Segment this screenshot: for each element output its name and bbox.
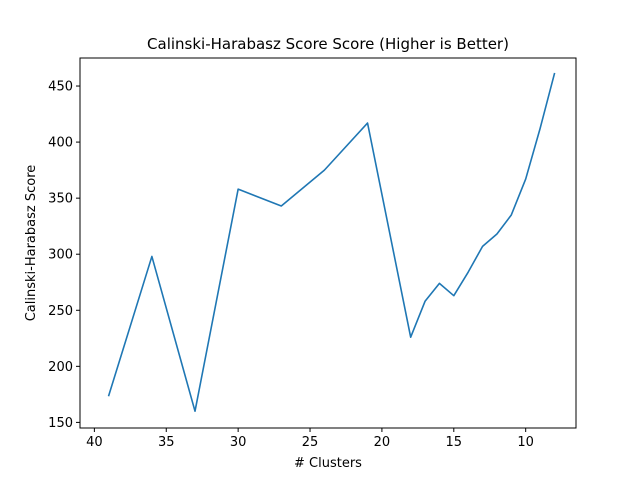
- y-tick-label: 250: [48, 304, 73, 319]
- x-tick-label: 30: [230, 435, 247, 450]
- y-tick-label: 400: [48, 136, 73, 151]
- y-tick-label: 350: [48, 192, 73, 207]
- x-tick-label: 15: [446, 435, 463, 450]
- plot-area: [107, 72, 556, 412]
- x-tick-label: 40: [86, 435, 103, 450]
- y-tick-label: 450: [48, 80, 73, 95]
- y-tick-label: 300: [48, 248, 73, 263]
- x-axis-label: # Clusters: [294, 456, 362, 471]
- x-tick-label: 10: [517, 435, 534, 450]
- x-axis: 40 35 30 25 20 15 10: [86, 428, 534, 450]
- axes-frame: [79, 57, 577, 429]
- x-tick-label: 25: [302, 435, 319, 450]
- series-line-0: [107, 72, 556, 412]
- y-tick-label: 150: [48, 416, 73, 431]
- y-axis: 150 200 250 300 350 400 450: [48, 80, 80, 431]
- y-tick-label: 200: [48, 360, 73, 375]
- x-tick-label: 35: [158, 435, 175, 450]
- x-tick-label: 20: [374, 435, 391, 450]
- chart-title: Calinski-Harabasz Score Score (Higher is…: [147, 35, 509, 53]
- y-axis-label: Calinski-Harabasz Score: [24, 165, 39, 322]
